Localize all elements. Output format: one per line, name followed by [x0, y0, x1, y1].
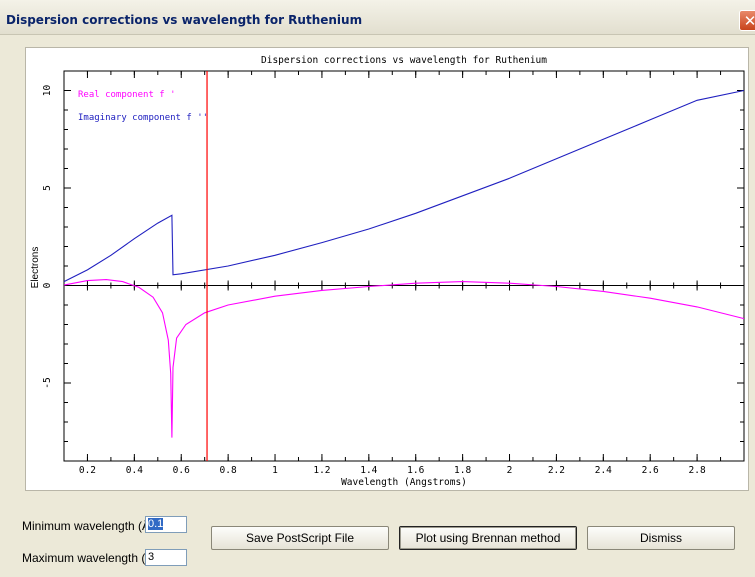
x-tick-label: 1.6 [407, 465, 424, 476]
x-tick-label: 1.4 [360, 465, 377, 476]
dispersion-chart: Dispersion corrections vs wavelength for… [26, 48, 748, 490]
min-wavelength-input[interactable]: 0.1 [145, 516, 187, 533]
x-tick-label: 2.6 [642, 465, 659, 476]
save-postscript-button[interactable]: Save PostScript File [211, 526, 389, 550]
x-tick-label: 0.8 [220, 465, 237, 476]
plot-border [64, 71, 744, 461]
max-wavelength-label: Maximum wavelength (Å) [22, 551, 157, 565]
close-icon[interactable]: ✕ [739, 10, 755, 31]
y-axis-label: Electrons [30, 247, 41, 289]
max-wavelength-value: 3 [148, 551, 154, 563]
x-tick-label: 1 [272, 465, 278, 476]
series-line-real [64, 280, 744, 438]
y-tick-label: 0 [42, 282, 53, 288]
window-title: Dispersion corrections vs wavelength for… [6, 13, 362, 27]
x-tick-label: 2.8 [689, 465, 706, 476]
x-tick-label: 0.6 [173, 465, 190, 476]
x-tick-label: 2 [507, 465, 513, 476]
legend-entry-imaginary: Imaginary component f '' [78, 113, 208, 123]
x-tick-label: 0.4 [126, 465, 143, 476]
min-wavelength-value: 0.1 [148, 518, 163, 530]
legend-entry-real: Real component f ' [78, 90, 176, 100]
x-tick-label: 1.2 [313, 465, 330, 476]
y-tick-label: 10 [42, 85, 53, 97]
x-axis-label: Wavelength (Angstroms) [341, 477, 467, 488]
y-tick-label: -5 [42, 377, 53, 388]
dismiss-button[interactable]: Dismiss [587, 526, 735, 550]
window-titlebar: Dispersion corrections vs wavelength for… [0, 0, 755, 35]
min-wavelength-label: Minimum wavelength (Å) [22, 519, 154, 533]
chart-title: Dispersion corrections vs wavelength for… [261, 55, 547, 66]
plot-area: Dispersion corrections vs wavelength for… [25, 47, 749, 491]
x-tick-label: 2.2 [548, 465, 565, 476]
x-tick-label: 2.4 [595, 465, 612, 476]
x-tick-label: 0.2 [79, 465, 96, 476]
y-tick-label: 5 [42, 185, 53, 191]
plot-brennan-button[interactable]: Plot using Brennan method [399, 526, 577, 550]
x-tick-label: 1.8 [454, 465, 471, 476]
max-wavelength-input[interactable]: 3 [145, 549, 187, 566]
